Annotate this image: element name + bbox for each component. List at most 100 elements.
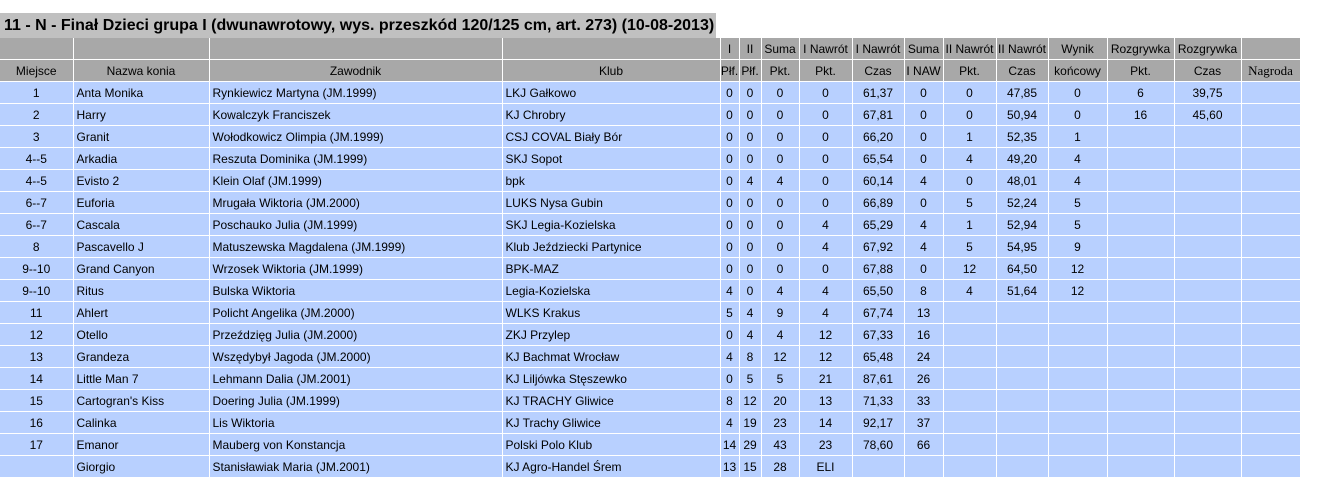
cell-zawodnik: Stanisławiak Maria (JM.2001)	[209, 455, 503, 478]
cell-wynik-koncowy: 0	[1048, 103, 1108, 126]
cell-wynik-koncowy: 4	[1048, 147, 1108, 170]
cell-pfl-1: 0	[720, 169, 740, 192]
cell-nagroda	[1241, 411, 1301, 434]
cell-klub: LKJ Gałkowo	[502, 81, 721, 104]
cell-miejsce: 6--7	[0, 213, 74, 236]
cell-nagroda	[1241, 367, 1301, 390]
cell-rozgrywka-pkt	[1107, 235, 1175, 258]
cell-rozgrywka-pkt	[1107, 169, 1175, 192]
cell-wynik-koncowy	[1048, 389, 1108, 412]
cell-nawrot2-pkt: 0	[943, 81, 997, 104]
header-suma-pkt: Pkt.	[761, 59, 800, 82]
cell-nawrot2-pkt	[943, 455, 997, 478]
table-row: 14 Little Man 7 Lehmann Dalia (JM.2001) KJ …	[0, 367, 1301, 390]
header-row-1: I II Suma I Nawrót I Nawrót Suma II Nawrót II N…	[0, 38, 1301, 60]
cell-nawrot2-pkt	[943, 345, 997, 368]
cell-nawrot1-pkt: ELI	[799, 455, 853, 478]
cell-nawrot2-pkt	[943, 367, 997, 390]
cell-nawrot1-czas: 71,33	[852, 389, 905, 412]
cell-miejsce: 11	[0, 301, 74, 324]
cell-klub: KJ TRACHY Gliwice	[502, 389, 721, 412]
cell-nawrot1-pkt: 21	[799, 367, 853, 390]
cell-suma-pkt: 9	[761, 301, 800, 324]
cell-miejsce: 12	[0, 323, 74, 346]
cell-rozgrywka-czas	[1174, 345, 1242, 368]
cell-nawrot1-czas: 66,20	[852, 125, 905, 148]
cell-pfl-2: 12	[739, 389, 762, 412]
cell-nawrot2-pkt	[943, 323, 997, 346]
cell-nawrot2-pkt: 5	[943, 191, 997, 214]
cell-pfl-2: 0	[739, 257, 762, 280]
cell-nagroda	[1241, 433, 1301, 456]
cell-nawrot2-czas: 49,20	[996, 147, 1049, 170]
cell-klub: BPK-MAZ	[502, 257, 721, 280]
cell-nagroda	[1241, 103, 1301, 126]
cell-nawrot1-pkt: 0	[799, 169, 853, 192]
cell-suma-nawrot1: 37	[904, 411, 944, 434]
cell-pfl-1: 0	[720, 257, 740, 280]
cell-suma-pkt: 0	[761, 103, 800, 126]
cell-nawrot2-czas	[996, 301, 1049, 324]
cell-nawrot2-czas	[996, 345, 1049, 368]
cell-nagroda	[1241, 301, 1301, 324]
cell-rozgrywka-czas	[1174, 235, 1242, 258]
cell-nawrot1-czas: 67,88	[852, 257, 905, 280]
header-suma-pkt: Suma	[761, 38, 800, 60]
cell-pfl-1: 5	[720, 301, 740, 324]
cell-nawrot1-czas: 60,14	[852, 169, 905, 192]
cell-nawrot2-pkt: 4	[943, 279, 997, 302]
cell-nawrot1-pkt: 4	[799, 235, 853, 258]
cell-pfl-1: 4	[720, 345, 740, 368]
header-pfl-1: Płf.	[720, 59, 740, 82]
cell-zawodnik: Przeździęg Julia (JM.2000)	[209, 323, 503, 346]
cell-rozgrywka-pkt	[1107, 411, 1175, 434]
header-suma-nawrot1: Suma	[904, 38, 944, 60]
cell-klub: Legia-Kozielska	[502, 279, 721, 302]
header-miejsce	[0, 38, 74, 60]
cell-nawrot2-pkt: 0	[943, 169, 997, 192]
cell-nawrot1-czas: 67,81	[852, 103, 905, 126]
cell-miejsce: 1	[0, 81, 74, 104]
cell-suma-nawrot1: 8	[904, 279, 944, 302]
cell-miejsce: 15	[0, 389, 74, 412]
cell-suma-pkt: 23	[761, 411, 800, 434]
cell-suma-nawrot1: 13	[904, 301, 944, 324]
cell-rozgrywka-czas	[1174, 279, 1242, 302]
table-row: 6--7 Euforia Mrugała Wiktoria (JM.2000) LUK…	[0, 191, 1301, 214]
cell-rozgrywka-czas: 45,60	[1174, 103, 1242, 126]
cell-nawrot2-czas: 50,94	[996, 103, 1049, 126]
cell-suma-nawrot1: 4	[904, 235, 944, 258]
cell-nawrot1-pkt: 12	[799, 345, 853, 368]
table-row: 3 Granit Wołodkowicz Olimpia (JM.1999) CSJ …	[0, 125, 1301, 148]
cell-nawrot1-pkt: 0	[799, 191, 853, 214]
cell-suma-nawrot1: 0	[904, 257, 944, 280]
cell-miejsce: 13	[0, 345, 74, 368]
cell-suma-pkt: 4	[761, 169, 800, 192]
cell-pfl-2: 5	[739, 367, 762, 390]
table-row: 12 Otello Przeździęg Julia (JM.2000) ZKJ Pr…	[0, 323, 1301, 346]
cell-zawodnik: Bulska Wiktoria	[209, 279, 503, 302]
cell-suma-pkt: 4	[761, 323, 800, 346]
header-pfl-2: II	[739, 38, 762, 60]
cell-nawrot1-czas: 61,37	[852, 81, 905, 104]
cell-nawrot2-pkt: 12	[943, 257, 997, 280]
cell-suma-nawrot1: 24	[904, 345, 944, 368]
cell-nawrot2-pkt: 1	[943, 125, 997, 148]
header-rozgrywka-czas: Rozgrywka	[1174, 38, 1242, 60]
cell-pfl-1: 0	[720, 235, 740, 258]
header-nawrot2-pkt: Pkt.	[943, 59, 997, 82]
table-row: 13 Grandeza Wszędybył Jagoda (JM.2000) KJ B…	[0, 345, 1301, 368]
cell-nawrot2-pkt	[943, 301, 997, 324]
cell-nagroda	[1241, 279, 1301, 302]
cell-suma-pkt: 28	[761, 455, 800, 478]
cell-pfl-2: 0	[739, 235, 762, 258]
cell-nawrot2-czas: 64,50	[996, 257, 1049, 280]
cell-nawrot1-pkt: 4	[799, 279, 853, 302]
cell-nawrot2-czas: 52,24	[996, 191, 1049, 214]
cell-pfl-1: 8	[720, 389, 740, 412]
table-row: 11 Ahlert Policht Angelika (JM.2000) WLKS K…	[0, 301, 1301, 324]
cell-pfl-1: 0	[720, 323, 740, 346]
cell-suma-nawrot1: 16	[904, 323, 944, 346]
cell-pfl-2: 0	[739, 191, 762, 214]
cell-suma-pkt: 0	[761, 257, 800, 280]
